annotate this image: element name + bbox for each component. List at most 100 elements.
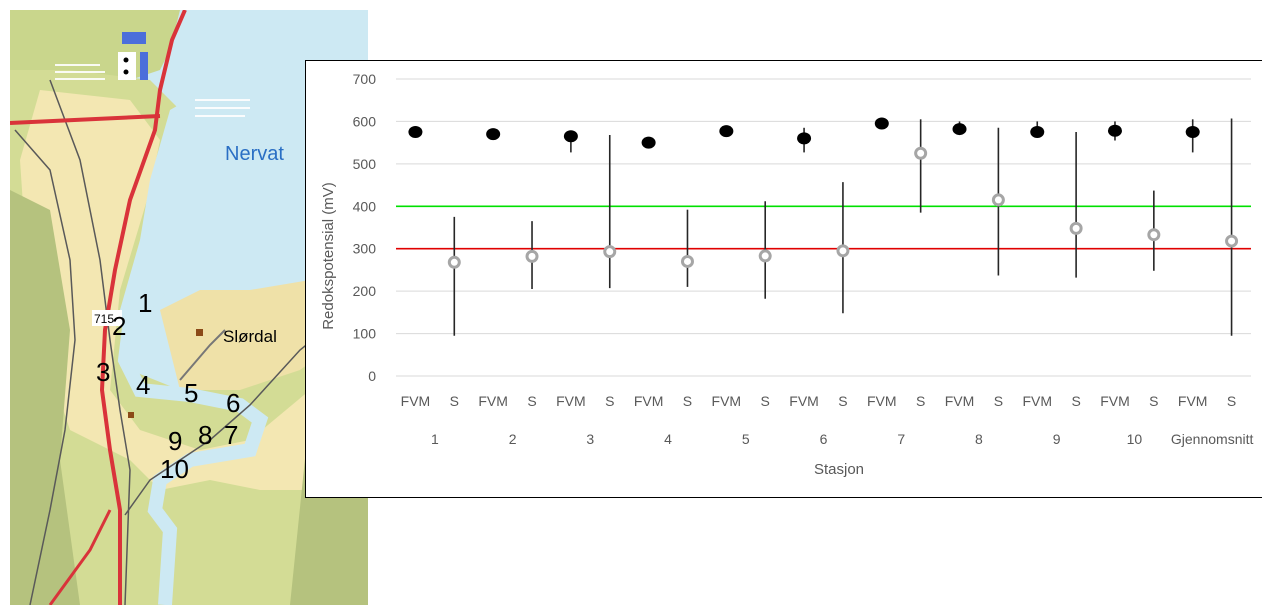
- x-group-label: 1: [431, 431, 439, 447]
- x-subcategory-label: S: [1071, 393, 1080, 409]
- map-road-side: [10, 114, 161, 125]
- data-point-s: [680, 254, 694, 268]
- map-farm: [128, 412, 134, 418]
- x-subcategory-label: FVM: [712, 393, 742, 409]
- y-tick-label: 0: [368, 368, 376, 384]
- y-axis-title: Redokspotensial (mV): [320, 182, 337, 330]
- x-subcategory-label: FVM: [789, 393, 819, 409]
- map-building-dot: [123, 69, 129, 75]
- road-number-label: 715: [94, 312, 114, 326]
- y-tick-label: 400: [353, 198, 377, 214]
- x-group-label: Gjennomsnitt: [1171, 431, 1254, 447]
- road-number-shield: [92, 310, 122, 326]
- data-points: [408, 117, 1239, 269]
- data-point-s: [525, 249, 539, 263]
- data-point-s: [1147, 228, 1161, 242]
- data-point-fvm: [408, 126, 423, 139]
- map-track: [179, 329, 226, 381]
- data-point-s: [447, 255, 461, 269]
- data-point-fvm: [952, 123, 967, 136]
- x-subcategory-label: FVM: [945, 393, 975, 409]
- data-point-fvm: [641, 136, 656, 149]
- x-subcategory-label: FVM: [1178, 393, 1208, 409]
- x-subcategory-label: S: [761, 393, 770, 409]
- station-marker-3: 3: [96, 357, 110, 387]
- station-marker-2: 2: [112, 311, 126, 341]
- data-point-fvm: [563, 130, 578, 143]
- x-subcategory-label: FVM: [634, 393, 664, 409]
- y-tick-label: 200: [353, 283, 377, 299]
- x-group-label: 9: [1053, 431, 1061, 447]
- x-subcategory-label: S: [1149, 393, 1158, 409]
- y-tick-label: 500: [353, 156, 377, 172]
- x-subcategory-label: S: [916, 393, 925, 409]
- map-road-main: [99, 10, 187, 605]
- x-group-label: 10: [1127, 431, 1143, 447]
- station-marker-9: 9: [168, 426, 182, 456]
- data-point-fvm: [874, 117, 889, 130]
- x-subcategory-label: FVM: [1100, 393, 1130, 409]
- station-marker-4: 4: [136, 370, 150, 400]
- data-point-fvm: [719, 125, 734, 138]
- station-marker-10: 10: [160, 454, 189, 484]
- grid-layer: [396, 78, 1251, 377]
- x-subcategory-label: S: [1227, 393, 1236, 409]
- map-farm: [196, 329, 203, 336]
- data-point-s: [603, 245, 617, 259]
- lake-name-label: Nervat: [225, 143, 284, 165]
- redox-chart: 0 100 200 300 400 500 600 700 FVM S 1 FVM S 2 FVM S 3 FV…: [305, 60, 1262, 498]
- x-subcategory-label: FVM: [478, 393, 508, 409]
- x-group-label: 8: [975, 431, 983, 447]
- x-group-label: 4: [664, 431, 672, 447]
- data-point-s: [914, 146, 928, 160]
- x-subcategory-label: S: [994, 393, 1003, 409]
- x-subcategory-label: FVM: [1022, 393, 1052, 409]
- x-subcategory-label: S: [450, 393, 459, 409]
- error-bars: [453, 118, 1233, 336]
- y-tick-labels: 0 100 200 300 400 500 600 700: [353, 71, 377, 384]
- map-hill-west: [10, 190, 80, 605]
- y-tick-label: 100: [353, 326, 377, 342]
- x-group-label: 5: [742, 431, 750, 447]
- place-name-label: Slørdal: [223, 327, 277, 346]
- station-marker-6: 6: [226, 388, 240, 418]
- x-subcategory-label: S: [605, 393, 614, 409]
- station-marker-7: 7: [224, 420, 238, 450]
- station-marker-8: 8: [198, 420, 212, 450]
- x-subcategory-label: S: [838, 393, 847, 409]
- y-tick-label: 300: [353, 241, 377, 257]
- data-point-s: [1225, 234, 1239, 248]
- x-group-label: 3: [586, 431, 594, 447]
- map-railway: [49, 79, 131, 605]
- station-marker-1: 1: [138, 288, 152, 318]
- map-river: [117, 285, 269, 605]
- x-group-label: 6: [820, 431, 828, 447]
- x-axis-title: Stasjon: [814, 461, 864, 478]
- map-building: [140, 52, 148, 80]
- x-subcategory-label: S: [683, 393, 692, 409]
- station-markers: 1 2 3 4 5 6 7 8 9 10: [96, 288, 240, 484]
- x-group-label: 7: [897, 431, 905, 447]
- map-building-lot: [118, 52, 136, 80]
- data-point-fvm: [1107, 124, 1122, 137]
- x-tick-labels: FVM S 1 FVM S 2 FVM S 3 FVM S 4 FVM S 5 FVM S 6 FVM S 7 FVM S 8…: [401, 393, 1254, 447]
- reference-lines: [396, 205, 1251, 250]
- data-point-s: [991, 193, 1005, 207]
- x-subcategory-label: S: [527, 393, 536, 409]
- map-road-south: [48, 509, 112, 605]
- x-group-label: 2: [509, 431, 517, 447]
- x-subcategory-label: FVM: [867, 393, 897, 409]
- data-point-fvm: [1185, 126, 1200, 139]
- data-point-fvm: [1030, 126, 1045, 139]
- data-point-fvm: [797, 132, 812, 145]
- x-subcategory-label: FVM: [556, 393, 586, 409]
- map-building: [122, 32, 146, 44]
- data-point-s: [836, 244, 850, 258]
- x-subcategory-label: FVM: [401, 393, 431, 409]
- data-point-s: [758, 249, 772, 263]
- y-tick-label: 700: [353, 71, 377, 87]
- map-railway: [14, 129, 76, 605]
- data-point-s: [1069, 221, 1083, 235]
- station-marker-5: 5: [184, 378, 198, 408]
